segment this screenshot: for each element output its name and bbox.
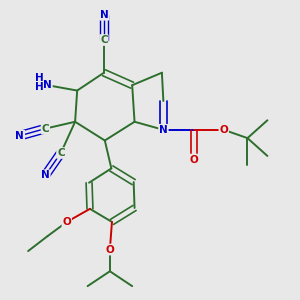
Text: N: N [15,131,24,141]
Text: C: C [42,124,49,134]
Text: N: N [159,125,168,135]
Text: H: H [35,73,44,83]
Text: N: N [43,80,52,90]
Text: N: N [100,10,108,20]
Text: H: H [35,82,44,92]
Text: O: O [219,125,228,135]
Text: O: O [62,217,71,227]
Text: N: N [41,170,50,180]
Text: O: O [190,154,198,164]
Text: O: O [106,244,114,255]
Text: C: C [57,148,64,158]
Text: C: C [100,35,108,45]
